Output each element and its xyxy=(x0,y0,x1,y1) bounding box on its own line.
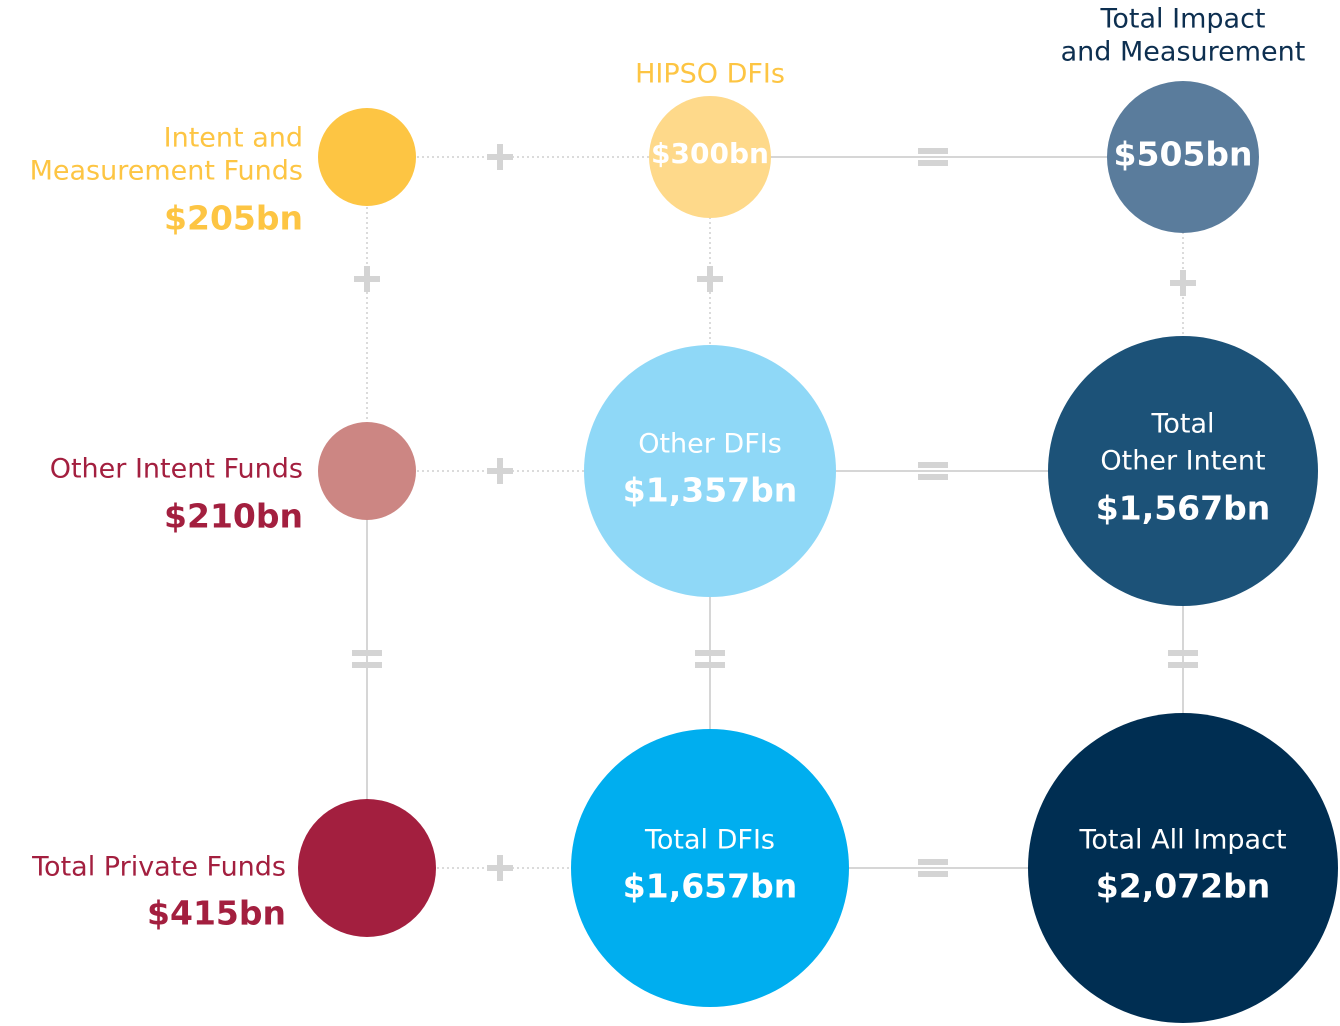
node-label: Total DFIs xyxy=(644,825,775,856)
node-value: $1,357bn xyxy=(623,471,797,510)
node-label: Other Intent Funds xyxy=(50,454,303,485)
node-value: $1,657bn xyxy=(623,867,797,906)
node-value: $415bn xyxy=(147,894,286,933)
node-label: Total All Impact xyxy=(1078,825,1286,856)
node-label: Total Private Funds xyxy=(31,852,286,883)
equals-sign xyxy=(918,462,948,480)
node-circle xyxy=(584,345,836,597)
node-value: $205bn xyxy=(164,199,303,238)
plus-sign xyxy=(487,855,513,881)
plus-sign xyxy=(487,458,513,484)
node-label: Other DFIs xyxy=(638,429,782,460)
plus-sign xyxy=(487,144,513,170)
node-label: Measurement Funds xyxy=(30,156,303,187)
texts: Intent and Measurement Funds $205bn HIPS… xyxy=(30,4,1306,933)
node-circle xyxy=(1028,713,1338,1023)
plus-sign xyxy=(354,266,380,292)
plus-sign xyxy=(697,266,723,292)
node-value: $1,567bn xyxy=(1096,489,1270,528)
node-value: $300bn xyxy=(651,137,769,170)
node-value: $210bn xyxy=(164,497,303,536)
plus-sign xyxy=(1170,270,1196,296)
operators xyxy=(352,144,1198,881)
node-circle xyxy=(649,96,771,218)
node-circle xyxy=(1107,81,1259,233)
node-label: Total Impact xyxy=(1099,4,1265,35)
node-label: HIPSO DFIs xyxy=(635,59,785,90)
node-circle xyxy=(318,422,416,520)
node-label: Intent and xyxy=(164,123,303,154)
equals-sign xyxy=(1168,650,1198,668)
node-value: $505bn xyxy=(1114,135,1253,174)
equals-sign xyxy=(918,859,948,877)
node-circle xyxy=(298,799,436,937)
node-circle xyxy=(571,729,849,1007)
node-value: $2,072bn xyxy=(1096,867,1270,906)
equals-sign xyxy=(918,148,948,166)
node-circle xyxy=(318,108,416,206)
node-label: Total xyxy=(1150,409,1214,440)
equals-sign xyxy=(695,650,725,668)
node-label: and Measurement xyxy=(1061,37,1306,68)
node-label: Other Intent xyxy=(1100,446,1265,477)
equals-sign xyxy=(352,650,382,668)
node-circle xyxy=(1048,336,1318,606)
circles xyxy=(298,81,1338,1023)
